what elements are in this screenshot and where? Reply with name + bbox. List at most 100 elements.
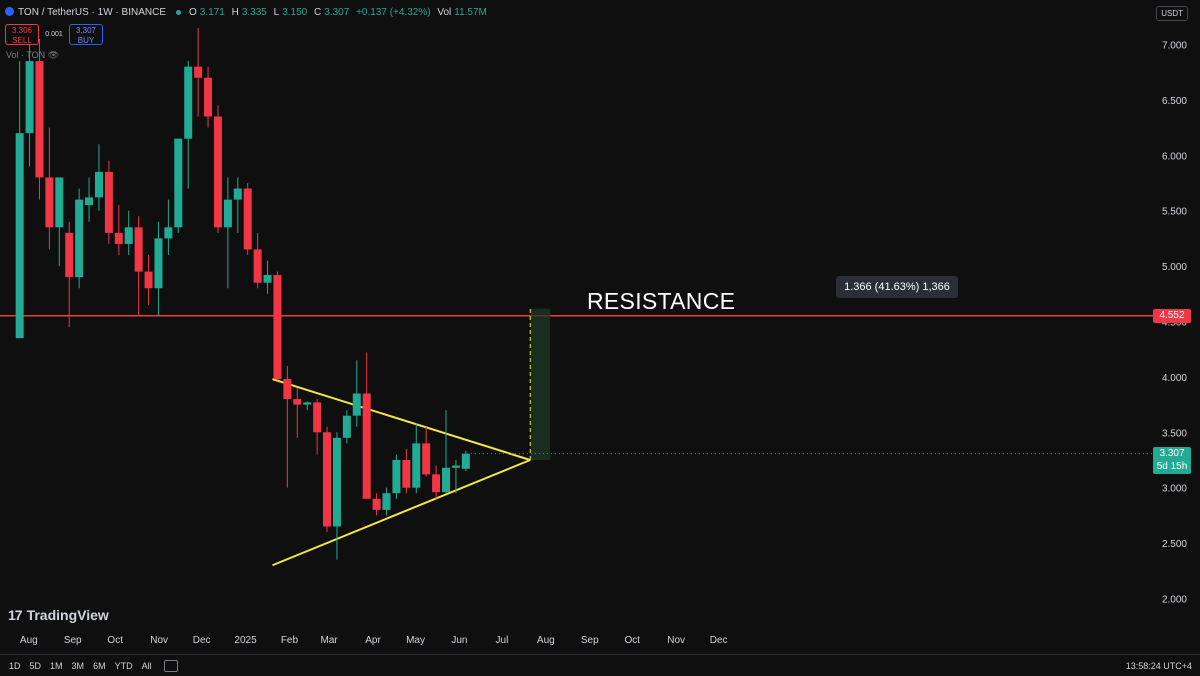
measure-box [530, 308, 551, 460]
currency-selector[interactable]: USDT [1156, 6, 1188, 21]
timeframe-1d[interactable]: 1D [9, 660, 21, 671]
candle-down [104, 160, 113, 244]
clock[interactable]: 13:58:24 UTC+4 [1125, 660, 1192, 671]
candle-down [283, 365, 292, 488]
y-tick-label: 3.000 [1162, 484, 1187, 495]
measure-label: 1.366 (41.63%) 1,366 [836, 276, 958, 298]
volume-indicator-label[interactable]: Vol · TON 👁 [6, 50, 60, 60]
tradingview-brand[interactable]: 17 TradingView [8, 607, 109, 623]
candle-up [303, 401, 312, 411]
candle-body [45, 177, 54, 228]
chart-header: TON / TetherUS · 1W · BINANCE O 3.171 H 3.… [0, 0, 491, 24]
timeframe-6m[interactable]: 6M [93, 660, 106, 671]
candle-up [15, 61, 24, 339]
symbol-title[interactable]: TON / TetherUS · 1W · BINANCE [18, 6, 166, 18]
candle-body [75, 199, 84, 278]
x-tick-label: Jun [451, 635, 467, 646]
y-tick-label: 4.500 [1162, 318, 1187, 329]
candle-body [293, 399, 302, 405]
candle-body [432, 474, 441, 493]
y-tick-label: 5.000 [1162, 262, 1187, 273]
candle-body [422, 443, 431, 475]
ohlc-readout: O 3.171 H 3.335 L 3.150 C 3.307 +0.137 (+4.3… [189, 6, 487, 18]
candle-body [85, 197, 94, 206]
candle-body [342, 415, 351, 438]
spread-value: 0.001 [45, 31, 63, 38]
candle-down [65, 221, 74, 328]
timeframe-ytd[interactable]: YTD [114, 660, 133, 671]
candle-down [432, 465, 441, 499]
candle-up [412, 423, 421, 494]
candle-up [55, 177, 64, 267]
y-tick-label: 4.000 [1162, 373, 1187, 384]
candle-up [442, 410, 451, 494]
candle-down [35, 38, 44, 200]
timeframe-all[interactable]: All [141, 660, 152, 671]
y-tick-label: 2.000 [1162, 595, 1187, 606]
x-tick-label: Nov [150, 635, 168, 646]
market-status-icon [176, 9, 181, 15]
candle-body [194, 66, 203, 78]
x-tick-label: Jul [496, 635, 509, 646]
candle-body [144, 271, 153, 289]
candle-body [204, 77, 213, 117]
y-tick-label: 6.000 [1162, 151, 1187, 162]
candle-body [164, 227, 173, 239]
x-tick-label: Aug [20, 635, 38, 646]
candle-body [382, 493, 391, 510]
date-range-icon[interactable] [163, 659, 178, 672]
candle-down [253, 232, 262, 289]
x-tick-label: Apr [365, 635, 381, 646]
candle-body [273, 274, 282, 380]
candle-body [303, 402, 312, 405]
candle-body [134, 227, 143, 272]
x-tick-label: Feb [281, 635, 299, 646]
x-tick-label: Aug [537, 635, 555, 646]
candle-up [85, 177, 94, 222]
change-value: +0.137 (+4.32%) [356, 6, 431, 18]
candle-up [75, 188, 84, 289]
last-price-label: 3.307 5d 15h [1153, 447, 1191, 474]
y-tick-label: 5.500 [1162, 207, 1187, 218]
candle-down [293, 387, 302, 438]
candle-down [243, 183, 252, 256]
triangle-upper-line [272, 378, 531, 461]
candle-down [313, 399, 322, 455]
candle-down [323, 426, 332, 533]
candle-body [283, 379, 292, 400]
x-tick-label: 2025 [234, 635, 257, 646]
candle-up [233, 177, 242, 233]
timeframe-3m[interactable]: 3M [71, 660, 85, 671]
resistance-price-label: 4.552 [1153, 309, 1191, 323]
buy-button[interactable]: 3.307 BUY [69, 24, 103, 45]
candle-body [114, 232, 123, 244]
candle-down [134, 216, 143, 316]
trade-widget: 3.306 SELL 0.001 3.307 BUY [5, 24, 103, 45]
candle-down [213, 105, 222, 233]
candle-down [362, 352, 371, 499]
x-tick-label: Sep [64, 635, 82, 646]
timeframe-5d[interactable]: 5D [29, 660, 42, 671]
candle-body [372, 498, 381, 510]
candle-up [382, 487, 391, 516]
triangle-lower-line [272, 459, 531, 567]
candle-up [94, 144, 103, 211]
candle-down [144, 255, 153, 305]
candle-up [154, 221, 163, 316]
timeframe-1m[interactable]: 1M [50, 660, 63, 671]
candle-up [342, 410, 351, 444]
x-tick-label: Oct [107, 635, 123, 646]
x-tick-label: Mar [320, 635, 338, 646]
candle-up [184, 61, 193, 189]
x-tick-label: May [406, 635, 425, 646]
eye-icon[interactable]: 👁 [47, 50, 60, 60]
x-tick-label: Oct [624, 635, 640, 646]
candle-body [451, 465, 460, 468]
candle-body [263, 274, 272, 283]
candle-body [392, 460, 401, 494]
sell-button[interactable]: 3.306 SELL [5, 24, 39, 45]
x-tick-label: Sep [581, 635, 599, 646]
candle-body [323, 432, 332, 527]
candle-body [402, 460, 411, 488]
